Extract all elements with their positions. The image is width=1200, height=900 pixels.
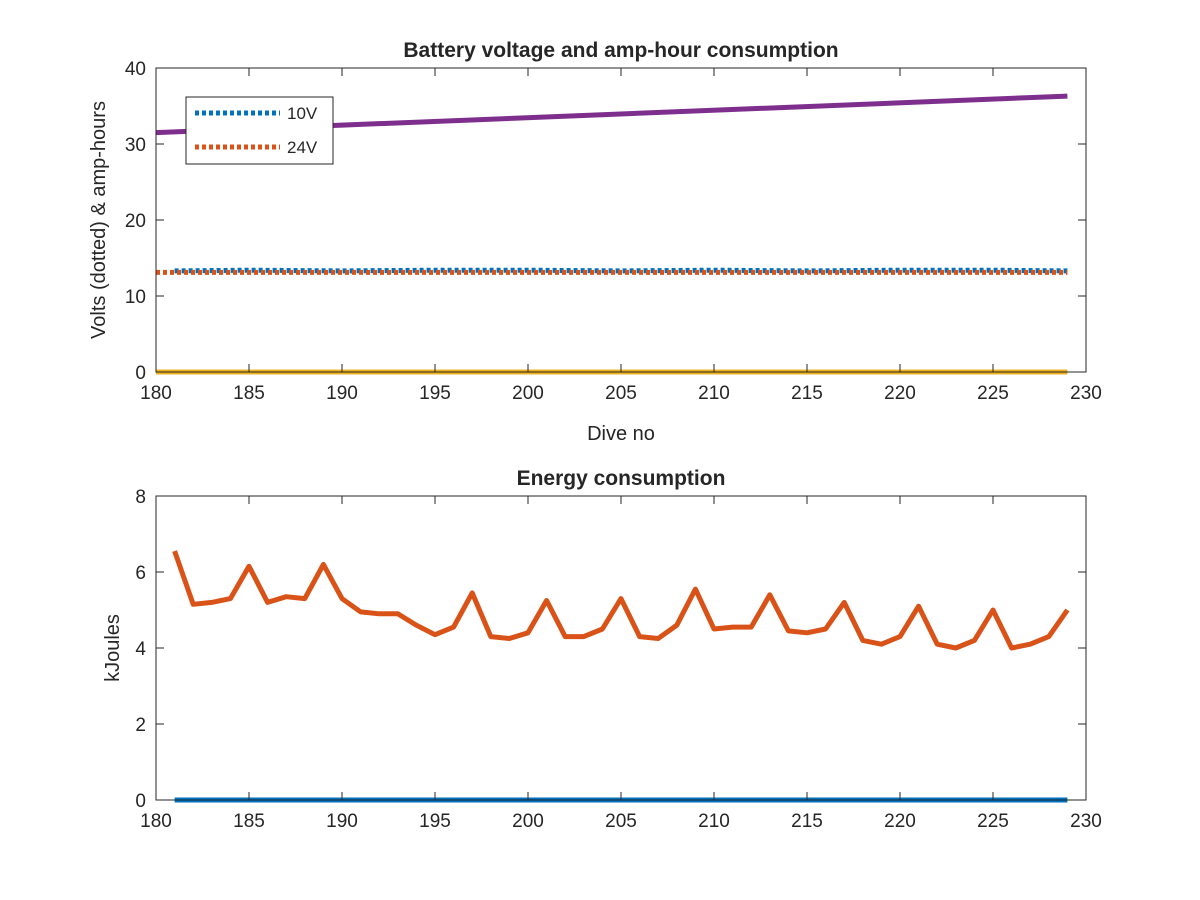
x-tick-label: 205 — [605, 811, 637, 832]
y-tick-group: 0 10 20 30 40 — [125, 59, 1086, 384]
x-tick-label: 180 — [140, 383, 172, 404]
x-tick-label: 190 — [326, 811, 358, 832]
series-line-unnamed-0 — [172, 550, 1070, 651]
y-tick-label: 40 — [125, 59, 146, 80]
x-tick-label: 220 — [884, 811, 916, 832]
y-tick-label: 10 — [125, 287, 146, 308]
x-tick-label: 210 — [698, 383, 730, 404]
x-tick-label: 230 — [1070, 383, 1102, 404]
x-tick-label: 215 — [791, 383, 823, 404]
energy-consumption-plot: 180 185 190 195 200 205 210 215 220 225 230 02468 … — [102, 467, 1102, 832]
y-tick-label: 6 — [135, 563, 146, 584]
legend: 10V 24V — [185, 96, 334, 165]
x-tick-label: 200 — [512, 811, 544, 832]
y-tick-label: 20 — [125, 211, 146, 232]
chart-title: Battery voltage and amp-hour consumption — [403, 39, 838, 62]
x-tick-label: 225 — [977, 811, 1009, 832]
x-tick-label: 225 — [977, 383, 1009, 404]
legend-label-24v: 24V — [287, 138, 318, 157]
axes-background — [156, 496, 1086, 800]
x-tick-label: 185 — [233, 811, 265, 832]
x-axis-label: Dive no — [587, 423, 655, 445]
x-tick-label: 230 — [1070, 811, 1102, 832]
x-tick-label: 205 — [605, 383, 637, 404]
x-tick-group: 180 185 190 195 200 205 210 215 220 225 230 — [140, 496, 1102, 832]
x-tick-label: 210 — [698, 811, 730, 832]
x-tick-label: 200 — [512, 383, 544, 404]
chart-title: Energy consumption — [517, 467, 726, 490]
y-tick-label: 30 — [125, 135, 146, 156]
axes-frame — [155, 495, 1087, 801]
axes-frame — [155, 67, 1087, 373]
x-tick-label: 195 — [419, 811, 451, 832]
legend-label-10v: 10V — [287, 104, 318, 123]
x-tick-label: 180 — [140, 811, 172, 832]
legend-box — [185, 96, 334, 165]
x-tick-label: 190 — [326, 383, 358, 404]
y-tick-label: 4 — [135, 639, 146, 660]
x-tick-group: 180 185 190 195 200 205 210 215 220 225 230 — [140, 68, 1102, 404]
x-tick-label: 185 — [233, 383, 265, 404]
y-axis-label: kJoules — [102, 614, 124, 682]
y-tick-label: 0 — [135, 791, 146, 812]
y-axis-label: Volts (dotted) & amp-hours — [88, 101, 110, 339]
x-tick-label: 195 — [419, 383, 451, 404]
x-tick-label: 220 — [884, 383, 916, 404]
y-tick-label: 2 — [135, 715, 146, 736]
battery-voltage-plot: 180 185 190 195 200 205 210 215 220 225 230 0 10 20 3… — [88, 39, 1102, 445]
y-tick-label: 8 — [135, 487, 146, 508]
x-tick-label: 215 — [791, 811, 823, 832]
y-tick-label: 0 — [135, 363, 146, 384]
